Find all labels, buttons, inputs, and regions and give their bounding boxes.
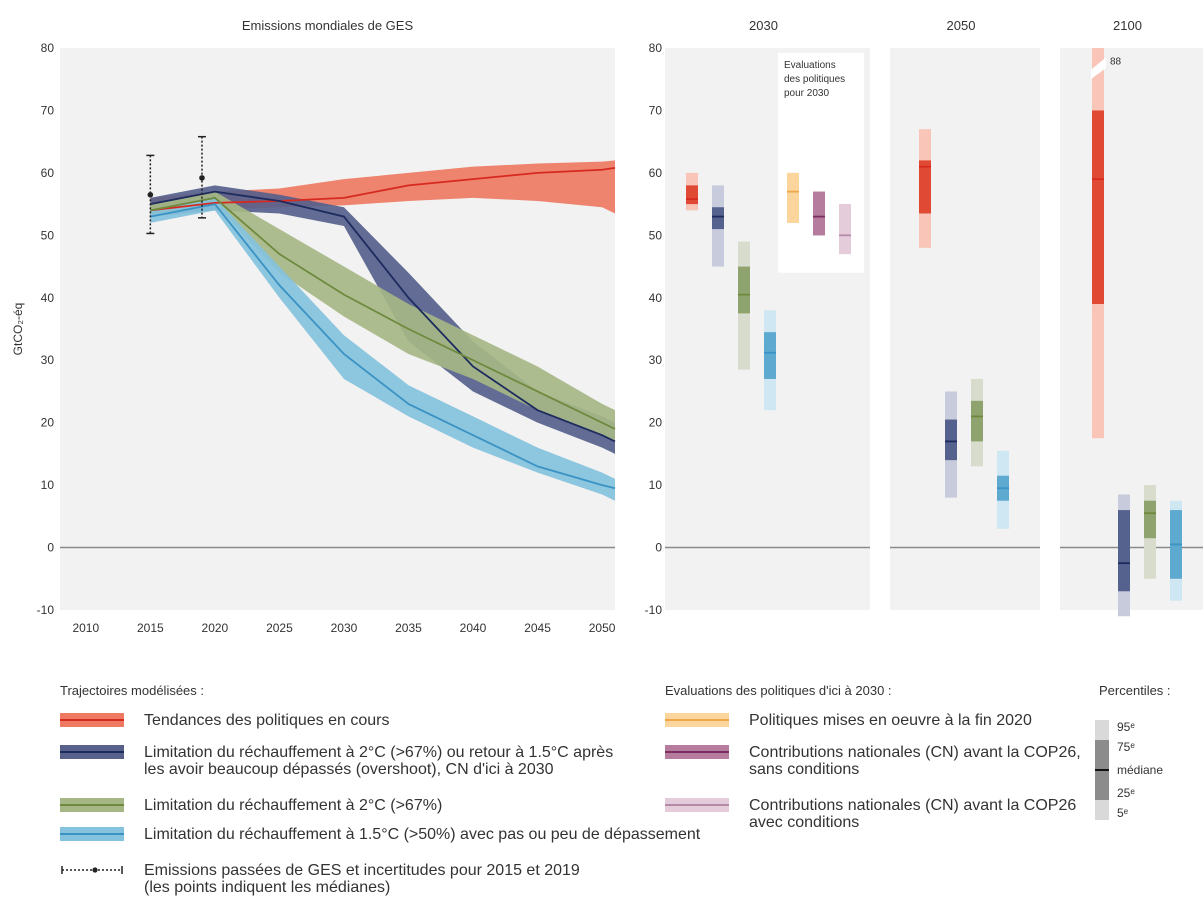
y-tick-label-right-1: 70: [649, 103, 663, 117]
legend-label-overshoot: Limitation du réchauffement à 2°C (>67%)…: [144, 744, 614, 778]
y-axis-label: GtCO₂-éq: [11, 303, 25, 356]
bar-2030-green-p25-p75: [738, 266, 750, 314]
y-tick-label-right-8: 0: [655, 541, 662, 555]
legend-item-policies-2020: Politiques mises en oeuvre à la fin 2020: [665, 712, 1032, 729]
y-tick-label-left-1: 70: [41, 103, 55, 117]
x-tick-label-2025: 2025: [266, 621, 293, 635]
main-chart-title: Emissions mondiales de GES: [242, 18, 414, 33]
historical-median-2019: [199, 175, 205, 181]
policy-annotation-line-1: des politiques: [784, 74, 845, 85]
x-tick-label-2035: 2035: [395, 621, 422, 635]
legend-label-policies-2020: Politiques mises en oeuvre à la fin 2020: [749, 712, 1032, 729]
legend-item-current-policies: Tendances des politiques en cours: [60, 712, 390, 729]
x-tick-label-2030: 2030: [331, 621, 358, 635]
legend-item-1-5c: Limitation du réchauffement à 1.5°C (>50…: [60, 826, 700, 843]
percentile-label-median: médiane: [1117, 763, 1164, 777]
legend-item-overshoot: Limitation du réchauffement à 2°C (>67%)…: [60, 744, 613, 778]
y-tick-label-left-4: 40: [41, 291, 55, 305]
x-tick-label-2040: 2040: [460, 621, 487, 635]
legend-swatch-purple: [665, 745, 729, 759]
bar-2050-green-p25-p75: [971, 400, 983, 442]
legend-label-current-policies: Tendances des politiques en cours: [144, 712, 390, 729]
y-tick-label-left-0: 80: [41, 41, 55, 55]
percentile-label-5: 5ᵉ: [1117, 806, 1129, 820]
y-tick-label-right-5: 30: [649, 353, 663, 367]
axis-break-marker: [1091, 57, 1106, 80]
legend-item-historical: Emissions passées de GES et incertitudes…: [60, 862, 580, 896]
y-tick-label-right-0: 80: [649, 41, 663, 55]
legend-swatch-navy: [60, 745, 124, 759]
bar-2030-red-p25-p75: [686, 185, 698, 205]
legend-label-1-5c: Limitation du réchauffement à 1.5°C (>50…: [144, 826, 701, 843]
y-tick-label-left-6: 20: [41, 416, 55, 430]
median-line-navy: [150, 190, 616, 443]
bar-2030-purple-p25-p75: [813, 191, 825, 236]
policy-assessment-box: [778, 53, 864, 273]
bar-2030-navy-p25-p75: [712, 207, 724, 230]
legend-swatch-orange: [665, 713, 729, 727]
y-tick-label-left-8: 0: [47, 541, 54, 555]
median-line-blue: [150, 203, 616, 490]
bar-2100-red-p25-p75: [1092, 110, 1104, 305]
percentile-key-icon: [1095, 720, 1109, 820]
y-tick-label-right-3: 50: [649, 228, 663, 242]
y-tick-label-right-9: -10: [645, 603, 663, 617]
panel-title-2030: 2030: [749, 18, 778, 33]
policy-annotation-line-0: Evaluations: [784, 60, 836, 71]
y-tick-label-right-7: 10: [649, 478, 663, 492]
median-line-green: [150, 196, 616, 430]
x-tick-label-2010: 2010: [72, 621, 99, 635]
bar-2050-navy-p25-p75: [945, 419, 957, 461]
legend-trajectories-title: Trajectoires modélisées :: [60, 683, 205, 698]
legend-historical-icon: [60, 863, 124, 877]
y-tick-label-right-4: 40: [649, 291, 663, 305]
band-blue: [150, 197, 616, 501]
median-line-red: [150, 167, 616, 212]
legend-percentiles-title: Percentiles :: [1099, 683, 1171, 698]
legend-label-2c: Limitation du réchauffement à 2°C (>67%): [144, 797, 443, 814]
percentile-label-75: 75ᵉ: [1117, 740, 1135, 754]
x-tick-label-2050: 2050: [589, 621, 616, 635]
x-tick-label-2015: 2015: [137, 621, 164, 635]
panel-title-2050: 2050: [947, 18, 976, 33]
historical-median-2015: [147, 191, 154, 198]
y-tick-label-left-7: 10: [41, 478, 55, 492]
bar-2030-lilac-p25-p75: [839, 204, 851, 255]
bar-2050-red-p25-p75: [919, 160, 931, 214]
legend-swatch-green: [60, 798, 124, 812]
y-tick-label-right-2: 60: [649, 166, 663, 180]
bar-2030-orange-p25-p75: [787, 172, 799, 223]
break-value-label: 88: [1110, 56, 1122, 67]
legend-policies-title: Evaluations des politiques d'ici à 2030 …: [665, 683, 892, 698]
panel-background-2050: [890, 48, 1040, 610]
y-tick-label-left-3: 50: [41, 228, 55, 242]
percentile-label-25: 25ᵉ: [1117, 786, 1135, 800]
legend-item-2c: Limitation du réchauffement à 2°C (>67%): [60, 797, 442, 814]
legend-label-ndc-unconditional: Contributions nationales (CN) avant la C…: [749, 744, 1081, 778]
y-tick-label-left-9: -10: [37, 603, 55, 617]
y-tick-label-left-5: 30: [41, 353, 55, 367]
legend-swatch-red: [60, 713, 124, 727]
legend-item-ndc-conditional: Contributions nationales (CN) avant la C…: [665, 797, 1076, 831]
legend-label-ndc-conditional: Contributions nationales (CN) avant la C…: [749, 797, 1077, 831]
bar-2100-navy-p25-p75: [1118, 510, 1130, 592]
y-tick-label-right-6: 20: [649, 416, 663, 430]
x-tick-label-2045: 2045: [524, 621, 551, 635]
panel-title-2100: 2100: [1113, 18, 1142, 33]
legend-swatch-lilac: [665, 798, 729, 812]
bar-2100-green-p25-p75: [1144, 500, 1156, 539]
legend-swatch-blue: [60, 827, 124, 841]
y-tick-label-left-2: 60: [41, 166, 55, 180]
legend-label-historical: Emissions passées de GES et incertitudes…: [144, 862, 580, 896]
x-tick-label-2020: 2020: [202, 621, 229, 635]
bar-2030-blue-p25-p75: [764, 332, 776, 379]
policy-annotation-line-2: pour 2030: [784, 88, 829, 99]
percentile-label-95: 95ᵉ: [1117, 720, 1135, 734]
legend-item-ndc-unconditional: Contributions nationales (CN) avant la C…: [665, 744, 1081, 778]
